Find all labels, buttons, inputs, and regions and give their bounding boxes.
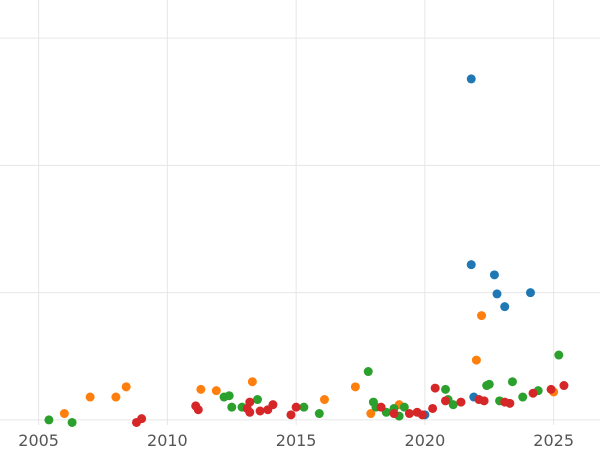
data-point [389,409,399,419]
gridlines [0,0,600,425]
data-point [247,377,257,387]
data-point [227,402,237,412]
data-point [121,382,131,392]
data-point [404,409,414,419]
data-point [507,377,517,387]
data-point [253,395,263,405]
data-point [366,409,376,419]
data-point [376,402,386,412]
data-point [528,388,538,398]
data-point [211,386,221,396]
scatter-points [44,74,569,427]
data-point [417,410,427,420]
data-point [59,409,69,419]
data-point [399,402,409,412]
data-point [492,289,502,299]
data-point [448,400,458,410]
data-point [363,367,373,377]
data-point [440,396,450,406]
data-point [196,384,206,394]
data-point [500,302,510,312]
data-point [193,405,203,415]
data-point [314,409,324,419]
x-tick-label: 2005 [18,431,59,450]
data-point [430,383,440,393]
data-point [477,311,487,321]
data-point [546,384,556,394]
data-point [268,400,278,410]
data-point [440,384,450,394]
data-point [456,397,466,407]
data-point [466,260,476,270]
x-tick-label: 2025 [533,431,574,450]
data-point [111,392,121,402]
data-point [137,414,147,424]
x-tick-label: 2010 [147,431,188,450]
data-point [67,417,77,427]
data-point [505,398,515,408]
data-point [319,395,329,405]
data-point [489,270,499,280]
data-point [525,288,535,298]
data-point [44,415,54,425]
data-point [299,402,309,412]
data-point [554,350,564,360]
x-tick-label: 2015 [276,431,317,450]
data-point [479,396,489,406]
x-tick-label: 2020 [405,431,446,450]
data-point [559,381,569,391]
data-point [518,392,528,402]
data-point [428,403,438,413]
data-point [245,407,255,417]
data-point [245,397,255,407]
data-point [255,406,265,416]
data-point [350,382,360,392]
data-point [471,355,481,365]
x-axis-tick-labels: 2005 2010 2015 2020 2025 [18,431,574,450]
data-point [286,410,296,420]
data-point [484,379,494,389]
data-point [466,74,476,84]
data-point [224,391,234,401]
data-point [291,402,301,412]
data-point [85,392,95,402]
